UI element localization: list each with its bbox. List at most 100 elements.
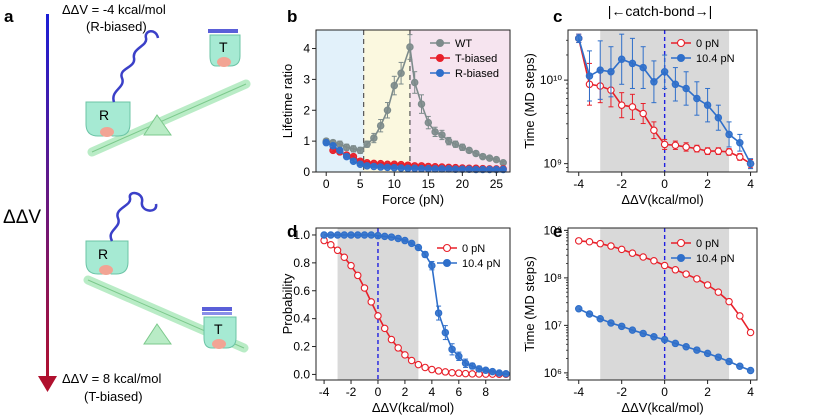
data-point <box>376 163 385 171</box>
x-tick-label: -2 <box>616 385 627 399</box>
panel-a: a ΔΔV ΔΔV = -4 kcal/mol (R-biased) ΔΔV =… <box>3 2 252 404</box>
data-point <box>367 231 375 239</box>
x-tick-label: 4 <box>429 385 436 399</box>
seesaw-pivot <box>143 114 172 136</box>
y-tick-label: 10⁶ <box>544 366 562 380</box>
data-point <box>607 68 615 76</box>
data-point <box>327 231 335 239</box>
y-tick-label: 0.8 <box>293 256 310 270</box>
chart-c: -4 -2 0 2 4 10⁹ 10¹⁰ ΔΔV(kcal/mol) Time (MD step… <box>522 29 758 207</box>
data-point <box>347 261 355 270</box>
data-point <box>736 312 744 320</box>
data-point <box>650 333 658 341</box>
y-tick-label: 4 <box>303 42 310 56</box>
top-state-label: ΔΔV = -4 kcal/mol <box>62 2 166 17</box>
x-tick-label: -4 <box>573 177 584 191</box>
panel-b-letter: b <box>287 7 297 26</box>
panel-d-letter: d <box>287 222 297 241</box>
state-r-label: R <box>99 107 109 123</box>
data-point <box>336 140 344 148</box>
legend-label: 10.4 pN <box>462 258 501 270</box>
data-point <box>617 245 626 254</box>
data-point <box>444 137 453 145</box>
data-point <box>660 68 669 76</box>
data-point <box>585 72 594 80</box>
legend-label: 0 pN <box>696 238 719 250</box>
data-point <box>424 164 433 173</box>
data-point <box>628 249 637 257</box>
data-point <box>650 126 658 134</box>
data-point <box>736 139 744 147</box>
x-tick-label: -2 <box>616 177 627 191</box>
data-point <box>693 94 701 103</box>
data-point <box>650 257 658 265</box>
data-point <box>607 319 615 327</box>
plot-frame <box>315 29 511 173</box>
plot-frame <box>315 227 511 381</box>
data-point <box>347 231 355 239</box>
data-point <box>438 165 446 173</box>
data-point <box>703 101 712 109</box>
ddv-arrow-head <box>38 376 57 392</box>
data-point <box>481 366 490 374</box>
y-tick-label: 1 <box>303 134 310 148</box>
data-point <box>380 232 389 241</box>
data-point <box>617 322 626 331</box>
data-point <box>434 367 443 375</box>
data-point <box>322 138 330 147</box>
catch-bond-label: |←catch-bond→| <box>608 3 713 19</box>
x-tick-label: 10 <box>388 177 402 191</box>
y-tick-label: 0.6 <box>293 284 310 298</box>
data-point <box>329 142 337 150</box>
y-tick-label: 0.2 <box>293 340 310 354</box>
legend-label: 0 pN <box>696 38 719 50</box>
ddv-arrow-shaft <box>46 14 49 378</box>
data-point <box>417 164 426 173</box>
t-cap <box>208 29 238 33</box>
data-point <box>431 165 439 173</box>
data-point <box>387 335 396 344</box>
y-axis-label: Time (MD steps) <box>522 53 537 149</box>
data-point <box>340 231 349 239</box>
data-point <box>725 357 733 366</box>
data-point <box>574 34 583 43</box>
chart-d: -4 -2 0 2 4 6 8 0.0 0.2 0.4 0.6 0.8 1.0 ΔΔV(kcal/mol)… <box>280 227 511 415</box>
data-point <box>746 328 755 337</box>
data-point <box>390 81 399 90</box>
data-point <box>451 140 460 148</box>
data-point <box>448 368 456 377</box>
data-point <box>660 261 669 270</box>
x-tick-label: 15 <box>422 177 436 191</box>
data-point <box>671 141 680 150</box>
x-tick-label: 0 <box>661 385 668 399</box>
legend-marker <box>442 243 452 253</box>
data-point <box>401 351 409 359</box>
data-point <box>333 246 342 255</box>
data-point <box>340 253 349 262</box>
data-point <box>502 369 510 378</box>
legend-marker <box>676 53 686 63</box>
data-point <box>714 353 723 361</box>
data-point <box>404 164 412 173</box>
legend-marker <box>435 53 445 63</box>
data-point <box>495 369 503 377</box>
data-point <box>458 165 467 173</box>
data-point <box>374 312 382 320</box>
y-axis-label: Lifetime ratio <box>280 64 295 138</box>
data-point <box>639 109 647 118</box>
x-tick-label: 0 <box>661 177 668 191</box>
data-point <box>682 84 690 93</box>
data-point <box>374 231 382 240</box>
legend-marker <box>676 38 686 48</box>
data-point <box>370 162 378 171</box>
ddv-axis-label: ΔΔV <box>3 207 41 228</box>
y-tick-label: 10⁹ <box>544 223 563 237</box>
data-point <box>360 284 369 292</box>
data-point <box>407 239 416 248</box>
data-point <box>746 159 755 168</box>
legend-marker <box>435 38 445 48</box>
data-point <box>475 365 483 373</box>
data-point <box>479 152 487 161</box>
data-point <box>401 236 409 245</box>
y-tick-label: 10¹⁰ <box>540 73 562 87</box>
